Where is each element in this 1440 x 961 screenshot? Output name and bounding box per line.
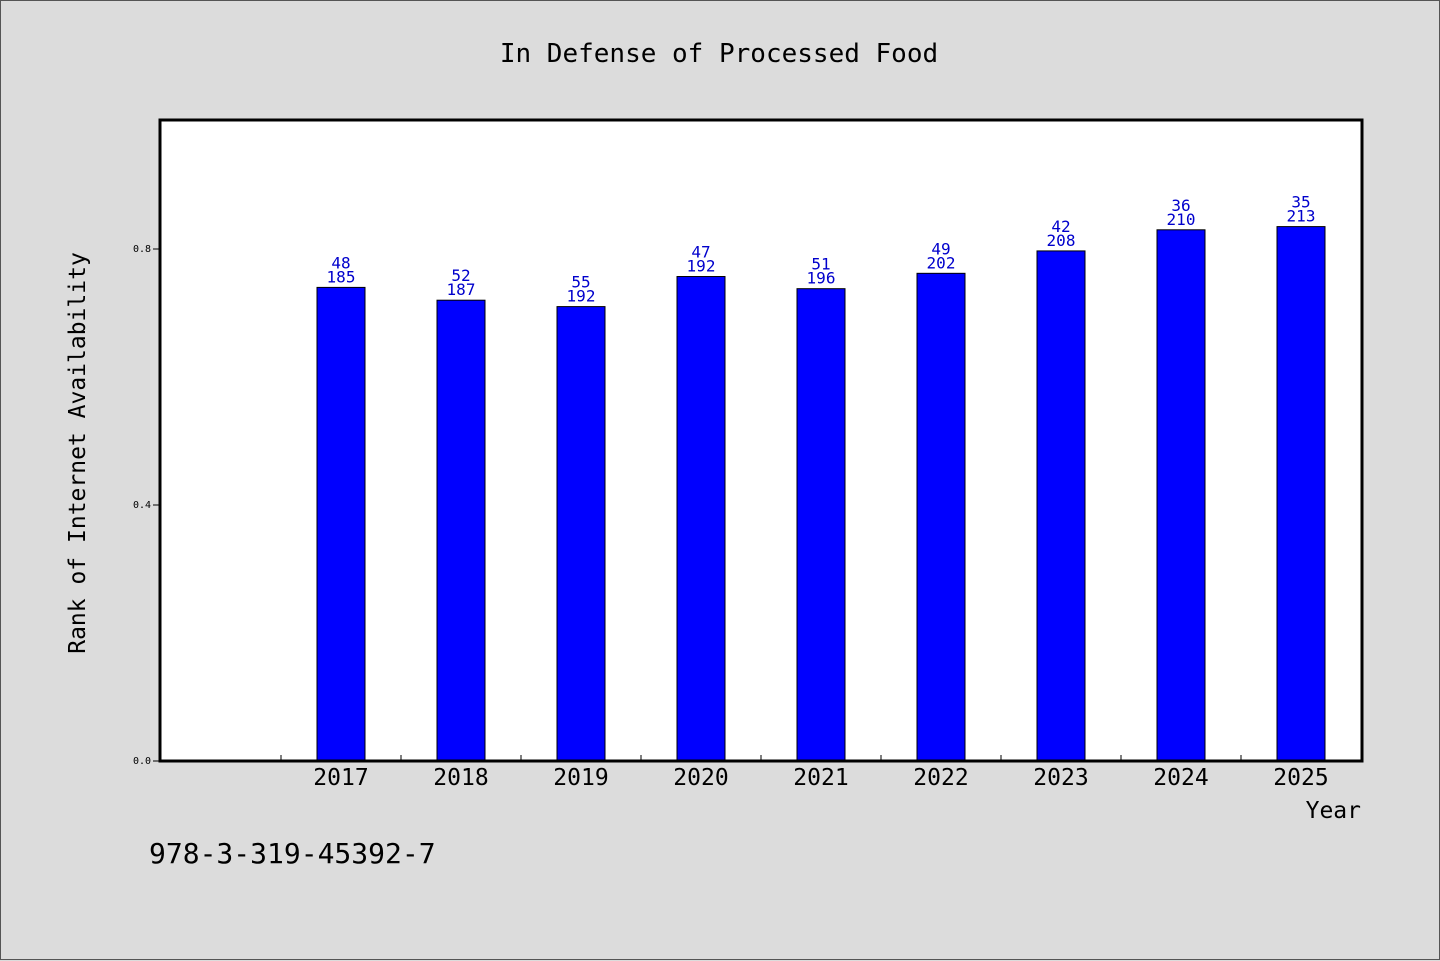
data-label-top: 47	[691, 243, 710, 262]
bar-2023	[1036, 250, 1086, 762]
data-label-bottom: 210	[1167, 210, 1196, 229]
data-label-top: 35	[1291, 193, 1310, 212]
data-label-top: 49	[931, 239, 950, 258]
y-axis: 0.0 0.4 0.8	[133, 244, 160, 767]
bar-series	[316, 226, 1326, 762]
x-tick-label: 2024	[1153, 765, 1208, 791]
data-label-bottom: 196	[807, 269, 836, 288]
x-tick-label: 2020	[673, 765, 728, 791]
bar-2020	[676, 276, 726, 762]
data-label-bottom: 208	[1047, 231, 1076, 250]
x-axis-label: Year	[1306, 798, 1361, 824]
chart-title: In Defense of Processed Food	[500, 39, 938, 69]
bar-2024	[1156, 229, 1206, 762]
bar-2022	[916, 272, 966, 762]
data-label-top: 52	[451, 266, 470, 285]
x-tick-label: 2019	[553, 765, 608, 791]
y-tick-label: 0.0	[133, 756, 151, 767]
data-label-bottom: 213	[1287, 207, 1316, 226]
data-label-bottom: 187	[447, 280, 476, 299]
data-label-top: 51	[811, 255, 830, 274]
bar-2017	[316, 286, 366, 762]
bar-2018	[436, 299, 486, 762]
footer-identifier: 978-3-319-45392-7	[149, 837, 436, 870]
bar-2019	[556, 306, 606, 762]
bar-2025	[1276, 226, 1326, 762]
y-tick-label: 0.8	[133, 244, 151, 255]
data-label-bottom: 192	[687, 257, 716, 276]
data-label-bottom: 185	[327, 267, 356, 286]
bar-2021	[796, 288, 846, 762]
x-tick-label: 2025	[1273, 765, 1328, 791]
data-label-top: 55	[571, 273, 590, 292]
x-tick-label: 2022	[913, 765, 968, 791]
x-tick-label: 2021	[793, 765, 848, 791]
y-tick-label: 0.4	[133, 500, 151, 511]
data-label-top: 48	[331, 253, 350, 272]
data-label-top: 36	[1171, 196, 1190, 215]
data-label-bottom: 192	[567, 287, 596, 306]
x-tick-label: 2017	[313, 765, 368, 791]
data-label-top: 42	[1051, 217, 1070, 236]
plot-border	[158, 118, 1364, 763]
x-axis: 2017 2018 2019 2020 2021 2022 2023 2024 2025	[280, 755, 1362, 791]
x-tick-label: 2023	[1033, 765, 1088, 791]
data-label-bottom: 202	[927, 253, 956, 272]
x-tick-label: 2018	[433, 765, 488, 791]
y-axis-label: Rank of Internet Availability	[65, 252, 91, 654]
